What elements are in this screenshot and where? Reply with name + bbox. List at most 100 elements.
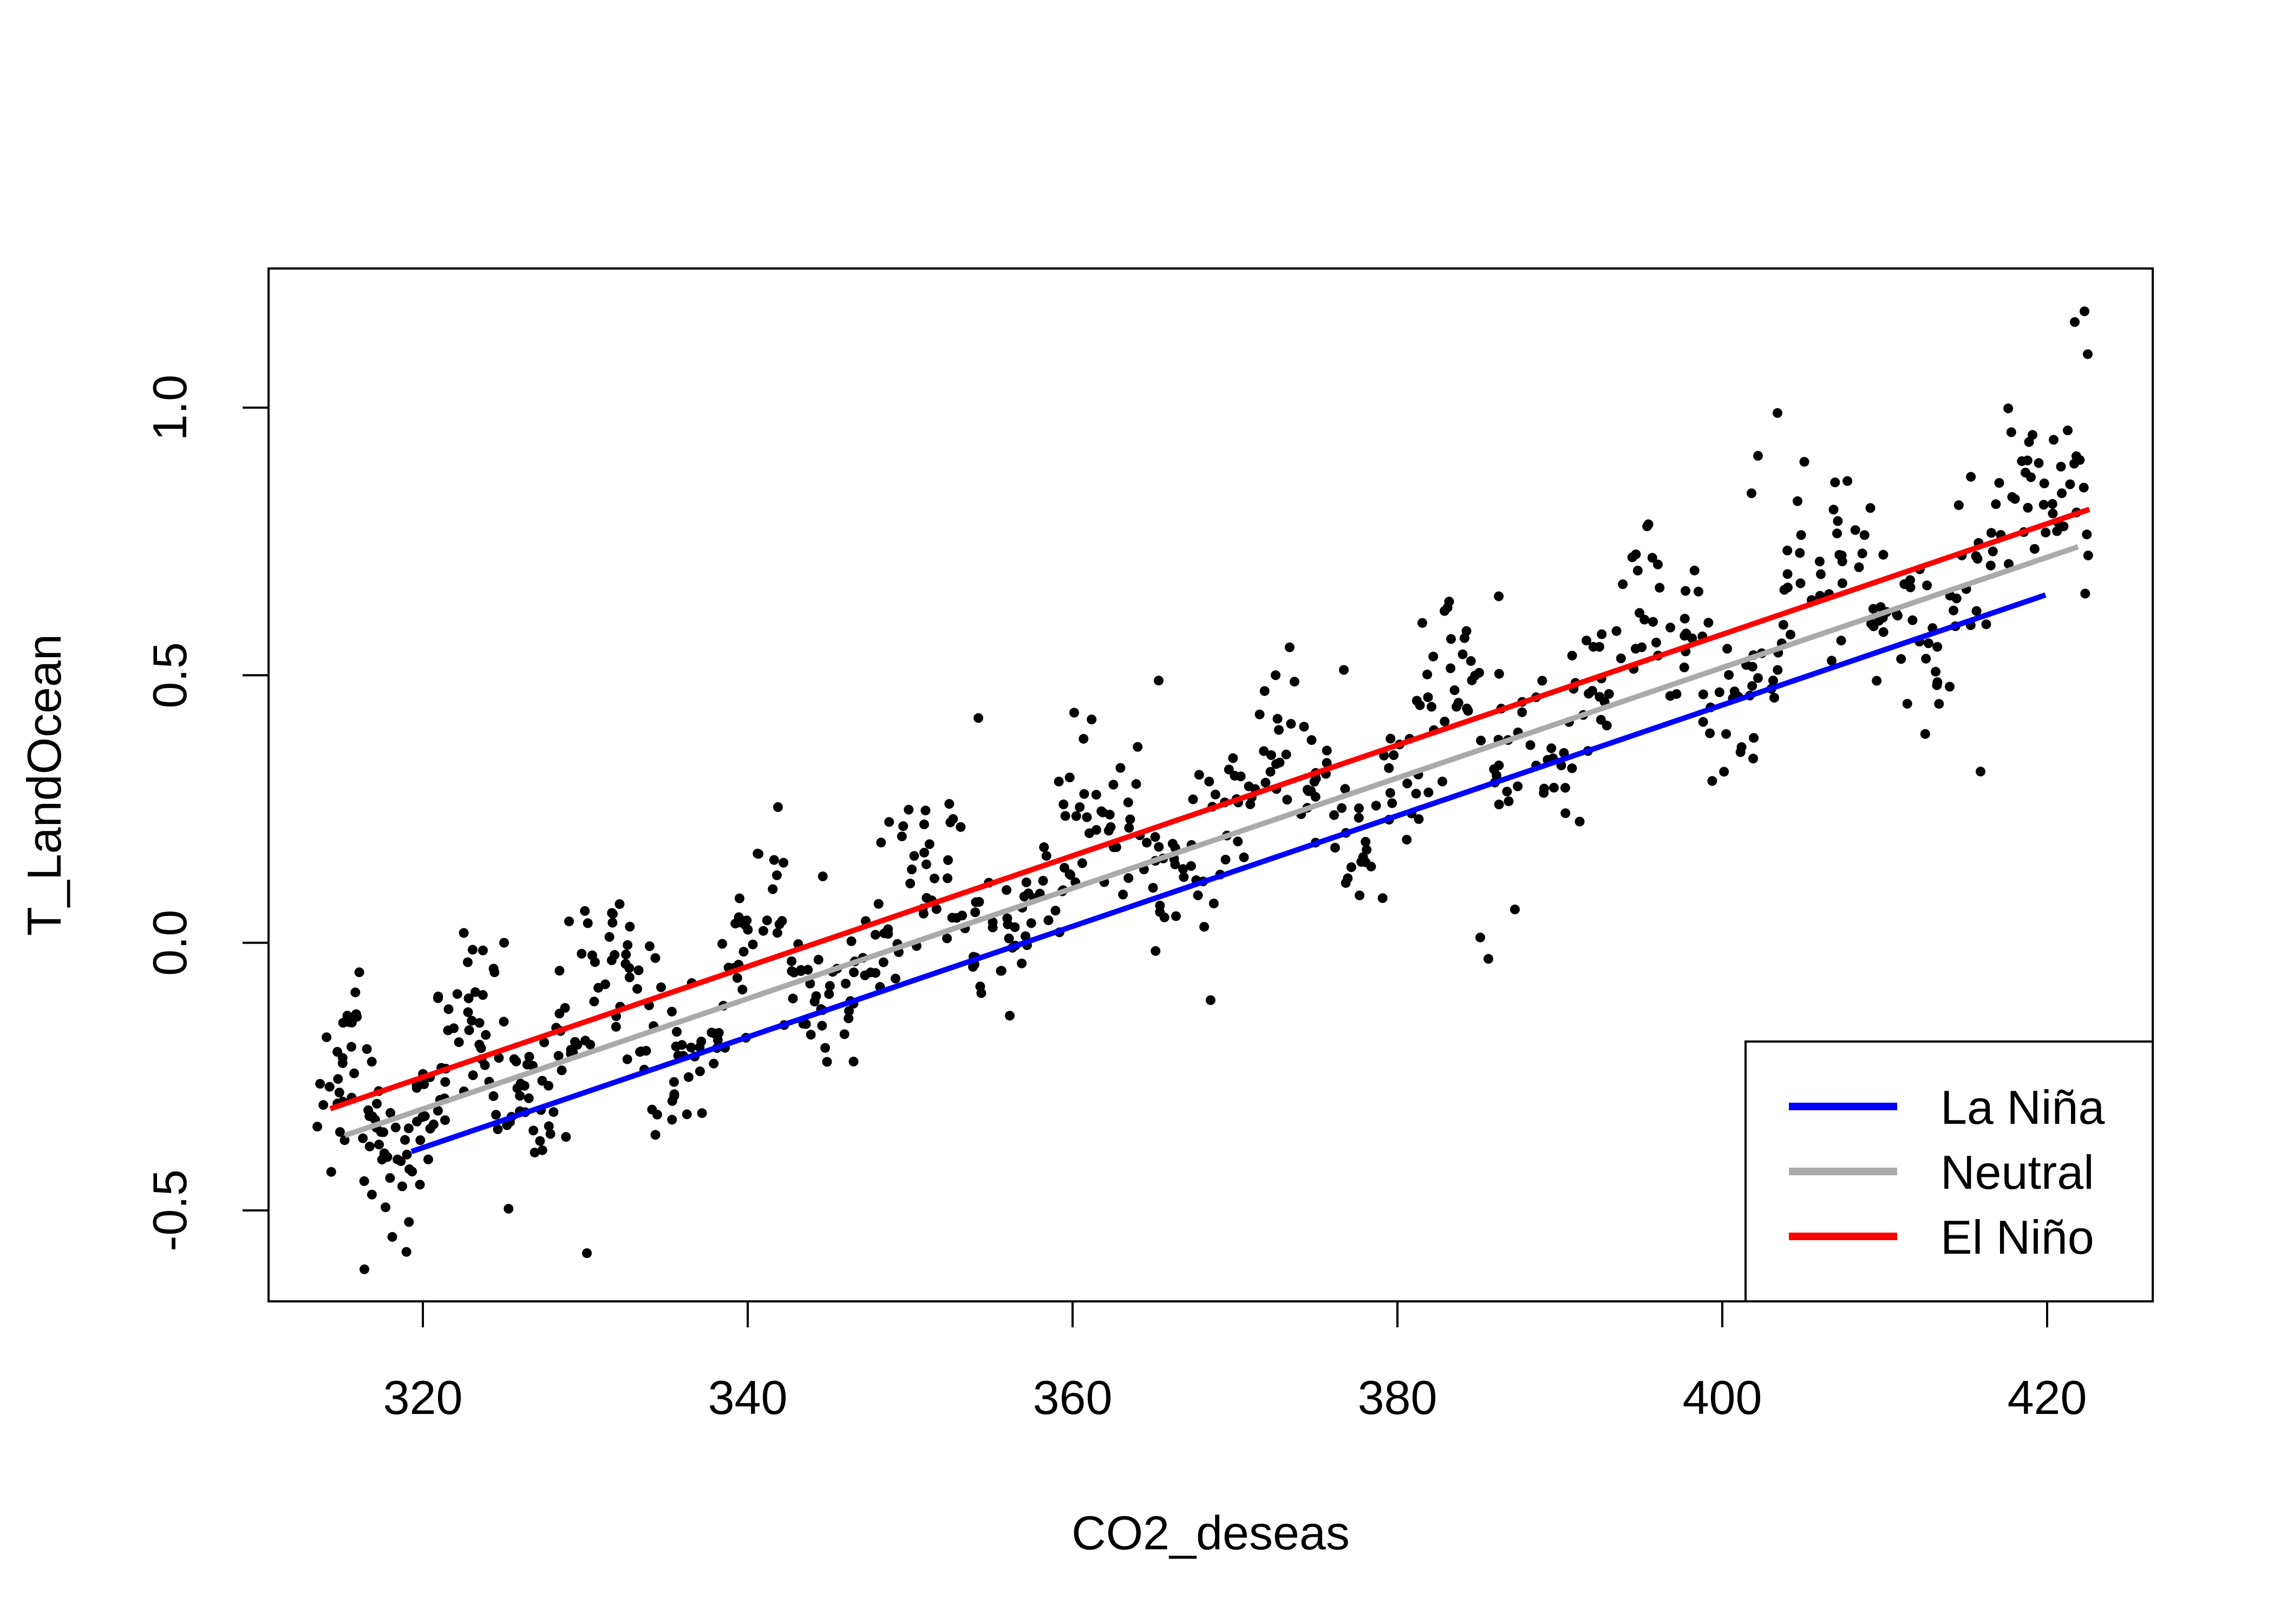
scatter-point — [428, 1119, 439, 1130]
scatter-point — [787, 956, 796, 966]
scatter-point — [1054, 776, 1064, 787]
scatter-point — [312, 1122, 323, 1132]
scatter-point — [672, 1027, 682, 1037]
scatter-point — [1462, 703, 1472, 713]
scatter-point — [1827, 656, 1837, 666]
scatter-point — [709, 1058, 719, 1069]
scatter-point — [1837, 578, 1847, 588]
scatter-point — [1502, 787, 1512, 797]
scatter-point — [397, 1181, 407, 1191]
scatter-point — [415, 1135, 426, 1145]
scatter-point — [433, 993, 443, 1003]
scatter-point — [400, 1135, 410, 1145]
scatter-point — [1079, 734, 1089, 744]
scatter-point — [1361, 837, 1371, 847]
scatter-point — [1310, 791, 1321, 802]
scatter-point — [315, 1079, 325, 1089]
scatter-point — [1560, 808, 1571, 818]
scatter-point — [524, 1093, 534, 1103]
scatter-point — [417, 1112, 428, 1122]
scatter-point — [1687, 633, 1697, 644]
scatter-point — [1440, 716, 1450, 726]
scatter-point — [1115, 763, 1126, 773]
scatter-point — [352, 1012, 362, 1022]
scatter-point — [656, 982, 666, 992]
scatter-point — [401, 1247, 411, 1257]
scatter-point — [1389, 750, 1399, 760]
scatter-point — [1694, 586, 1703, 597]
scatter-point — [1703, 618, 1714, 628]
scatter-point — [1567, 651, 1577, 661]
scatter-point — [1525, 740, 1535, 750]
scatter-point — [682, 1109, 692, 1119]
scatter-point — [973, 713, 983, 723]
scatter-point — [884, 817, 894, 827]
scatter-point — [515, 1091, 525, 1101]
scatter-point — [920, 806, 931, 816]
scatter-point — [2038, 500, 2049, 510]
x-tick-label: 400 — [1683, 1371, 1762, 1424]
scatter-point — [488, 1091, 499, 1101]
scatter-point — [1907, 615, 1918, 625]
scatter-point — [478, 945, 488, 955]
scatter-point — [1275, 757, 1285, 768]
scatter-point — [419, 1079, 429, 1089]
scatter-point — [1953, 500, 1964, 510]
scatter-point — [1204, 776, 1214, 787]
scatter-point — [1681, 586, 1691, 596]
scatter-point — [493, 1124, 503, 1134]
scatter-point — [459, 928, 469, 938]
scatter-point — [1707, 776, 1717, 786]
scatter-point — [1773, 665, 1783, 675]
legend: La Niña Neutral El Niño — [1744, 1040, 2154, 1302]
scatter-point — [2034, 458, 2044, 468]
scatter-point — [683, 1072, 694, 1082]
scatter-point — [669, 1089, 679, 1099]
scatter-point — [1679, 662, 1689, 672]
scatter-point — [2039, 479, 2049, 488]
scatter-point — [1284, 642, 1295, 652]
scatter-point — [488, 964, 499, 974]
scatter-point — [2056, 462, 2066, 472]
scatter-point — [611, 1021, 621, 1032]
scatter-point — [580, 906, 590, 916]
scatter-point — [841, 979, 851, 988]
scatter-point — [560, 1003, 570, 1013]
scatter-point — [1039, 842, 1049, 852]
scatter-point — [491, 1110, 501, 1120]
scatter-point — [988, 917, 998, 927]
scatter-point — [539, 1037, 550, 1047]
scatter-point — [1828, 505, 1839, 515]
scatter-point — [589, 997, 599, 1007]
scatter-point — [1329, 810, 1339, 820]
scatter-point — [535, 1136, 545, 1146]
scatter-point — [1259, 746, 1269, 756]
scatter-point — [1539, 783, 1549, 794]
scatter-point — [1050, 906, 1061, 916]
scatter-point — [1830, 477, 1840, 488]
scatter-point — [1071, 811, 1081, 821]
scatter-point — [713, 1035, 723, 1045]
scatter-point — [2065, 479, 2075, 489]
scatter-point — [2080, 306, 2089, 317]
scatter-point — [347, 1042, 356, 1052]
y-tick-label: 0.0 — [143, 909, 197, 975]
scatter-point — [641, 1046, 651, 1056]
scatter-point — [494, 1053, 504, 1063]
scatter-point — [772, 870, 782, 880]
scatter-point — [2026, 472, 2036, 482]
scatter-point — [825, 981, 835, 991]
scatter-point — [1111, 842, 1121, 853]
scatter-point — [1747, 488, 1756, 499]
fit-line-1 — [344, 544, 2079, 1138]
scatter-point — [481, 1030, 491, 1040]
scatter-point — [470, 987, 480, 997]
scatter-point — [1124, 823, 1134, 833]
scatter-point — [919, 848, 929, 858]
scatter-point — [669, 1077, 679, 1087]
scatter-point — [1721, 729, 1731, 739]
scatter-point — [844, 1013, 854, 1024]
scatter-point — [564, 916, 574, 927]
scatter-point — [1769, 692, 1779, 703]
